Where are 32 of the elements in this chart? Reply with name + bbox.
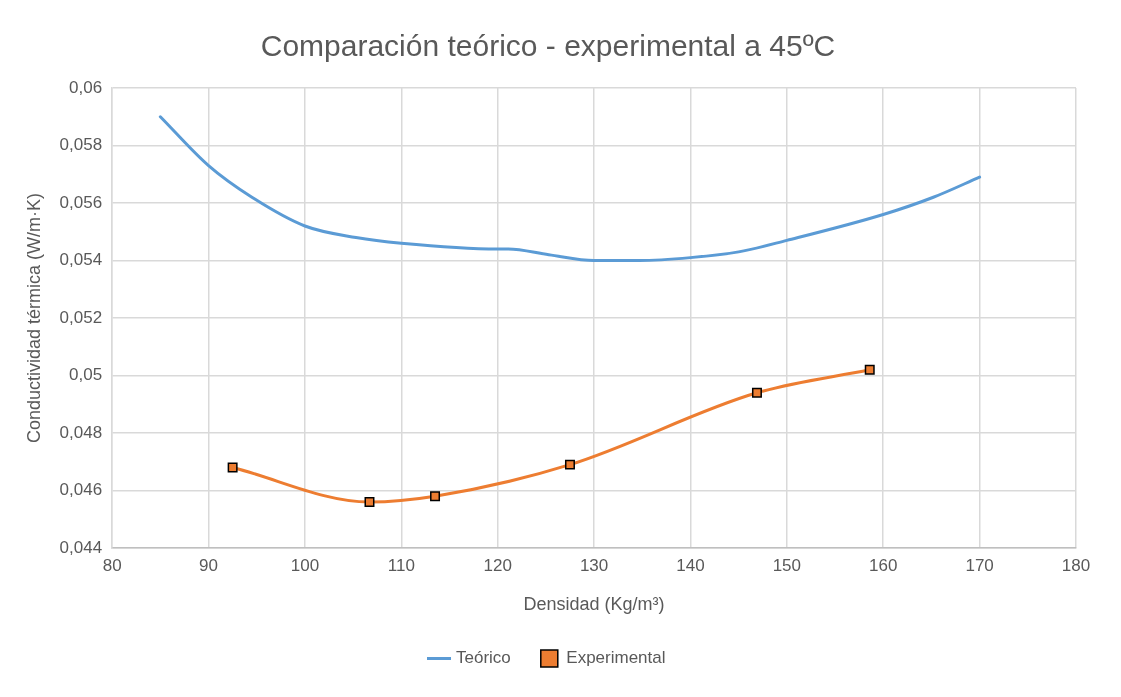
x-tick-label: 150 <box>772 555 802 575</box>
chart-title: Comparación teórico - experimental a 45ºC <box>260 29 836 63</box>
y-tick-label: 0,054 <box>59 250 103 270</box>
point <box>751 387 762 398</box>
x-tick-label: 140 <box>676 555 705 575</box>
line-series <box>158 115 982 262</box>
x-tick-label: 130 <box>579 555 609 575</box>
y-tick-label: 0,058 <box>59 135 103 155</box>
x-axis-title: Densidad (Kg/m³) <box>523 594 665 615</box>
y-tick-label: 0,048 <box>59 422 103 442</box>
point <box>864 364 875 375</box>
x-tick-label: 100 <box>290 555 320 575</box>
y-tick-label: 0,044 <box>59 537 103 557</box>
legend-label: Experimental <box>566 648 666 668</box>
x-tick-label: 120 <box>483 555 512 575</box>
point <box>364 497 375 507</box>
x-tick-label: 90 <box>199 555 218 575</box>
x-tick-label: 80 <box>102 555 122 575</box>
point <box>430 491 441 502</box>
y-tick-label: 0,046 <box>59 480 103 500</box>
legend-label: Teórico <box>455 648 511 668</box>
point <box>564 459 575 470</box>
y-tick-label: 0,05 <box>69 365 103 385</box>
point <box>227 462 238 473</box>
x-tick-label: 160 <box>869 555 898 575</box>
y-tick-label: 0,052 <box>59 307 103 327</box>
y-tick-label: 0,056 <box>59 192 103 212</box>
x-tick-label: 170 <box>965 555 994 575</box>
y-tick-label: 0,06 <box>69 77 103 97</box>
x-tick-label: 110 <box>387 555 415 575</box>
y-axis-title: Conductividad térmica (W/m·K) <box>23 192 44 444</box>
x-tick-label: 180 <box>1061 555 1091 575</box>
